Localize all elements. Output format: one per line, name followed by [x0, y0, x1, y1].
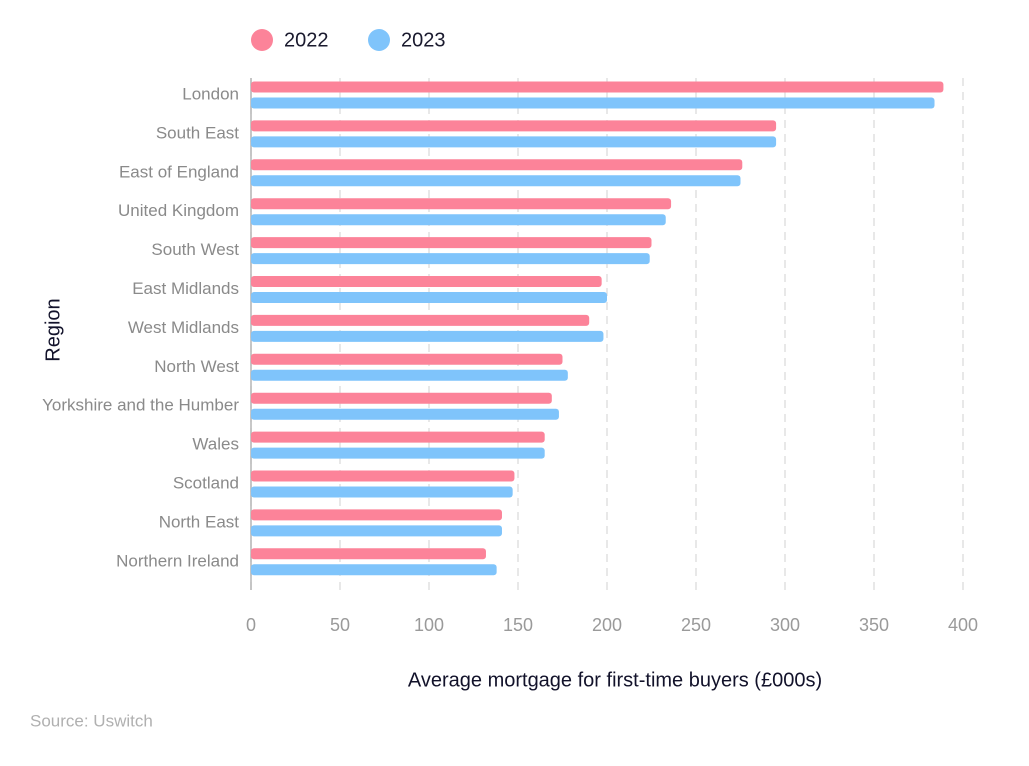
x-tick-label: 400 [948, 615, 978, 635]
bar [251, 136, 777, 148]
bar [251, 548, 486, 560]
x-tick-label: 200 [592, 615, 622, 635]
bar [251, 214, 666, 226]
y-axis-title: Region [42, 298, 64, 361]
bar [251, 237, 652, 249]
bar [251, 198, 672, 210]
bar [251, 175, 741, 187]
y-tick-label: South East [156, 123, 239, 142]
y-tick-label: East Midlands [132, 279, 239, 298]
bar [251, 120, 777, 132]
bar [251, 253, 650, 265]
x-axis-title: Average mortgage for first-time buyers (… [408, 669, 822, 691]
y-tick-label: North East [159, 512, 240, 531]
y-tick-label: United Kingdom [118, 201, 239, 220]
x-tick-label: 0 [246, 615, 256, 635]
y-tick-label: Yorkshire and the Humber [42, 396, 239, 415]
source: Source: Uswitch [30, 711, 153, 730]
y-tick-label: East of England [119, 162, 239, 181]
bar [251, 509, 502, 521]
y-tick-label: London [182, 84, 239, 103]
y-tick-label: Scotland [173, 473, 239, 492]
y-tick-label: South West [151, 240, 239, 259]
bar [251, 408, 559, 420]
bar [251, 564, 497, 576]
y-tick-label: Northern Ireland [116, 551, 239, 570]
y-tick-label: Wales [192, 435, 239, 454]
bar [251, 353, 563, 365]
bar [251, 276, 602, 287]
bar [251, 431, 545, 443]
x-tick-label: 300 [770, 615, 800, 635]
bar [251, 447, 545, 459]
bar [251, 330, 604, 342]
x-tick-label: 150 [503, 615, 533, 635]
bar [251, 470, 515, 482]
bar [251, 486, 513, 498]
bar [251, 292, 607, 303]
bar [251, 97, 935, 109]
y-tick-label: North West [154, 357, 239, 376]
x-tick-label: 50 [330, 615, 350, 635]
x-tick-label: 100 [414, 615, 444, 635]
x-tick-label: 350 [859, 615, 889, 635]
bar [251, 369, 568, 381]
bar [251, 392, 552, 404]
bar [251, 81, 944, 93]
bar [251, 314, 590, 326]
bar [251, 159, 743, 171]
legend-marker [368, 29, 390, 51]
x-tick-label: 250 [681, 615, 711, 635]
legend-label: 2023 [401, 29, 446, 51]
legend-label: 2022 [284, 29, 329, 51]
bar [251, 525, 502, 537]
y-tick-label: West Midlands [128, 318, 239, 337]
legend-marker [251, 29, 273, 51]
